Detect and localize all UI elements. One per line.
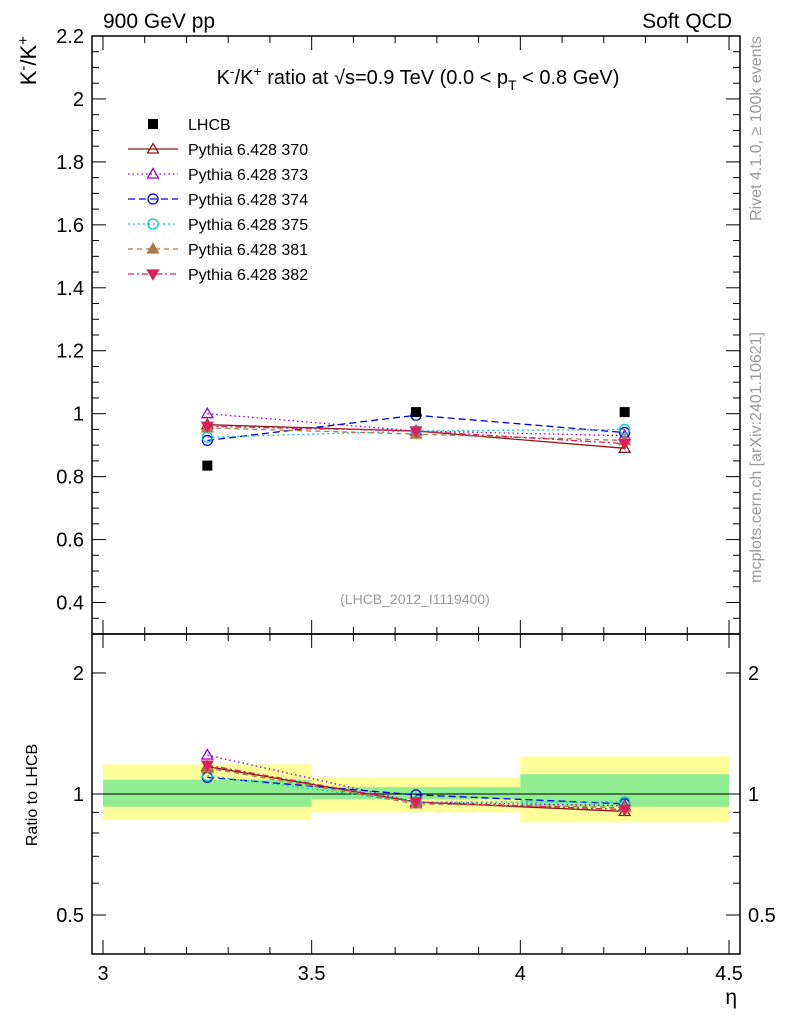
main-y-tick-label: 1.2 [56,341,84,363]
ratio-y-tick-label-right: 1 [748,784,759,806]
x-tick-label: 3 [97,963,108,985]
series-point [409,426,423,438]
ratio-y-axis-label: Ratio to LHCB [24,744,41,846]
series-point [618,441,632,453]
x-tick-label: 4 [515,963,526,985]
legend-label: Pythia 6.428 374 [188,192,308,209]
main-y-tick-label: 1.6 [56,215,84,237]
legend-marker [146,242,160,254]
legend-label: Pythia 6.428 382 [188,267,308,284]
x-tick-label: 4.5 [715,963,743,985]
axes: 0.4 0.6 0.8 1 1.2 1.4 1.6 1.8 2 2.2 3 3.5 4 4.5 0.5 0.5… [56,26,776,985]
main-y-tick-label: 1.4 [56,278,84,300]
legend-marker [147,218,159,230]
side-label-mcplots: mcplots.cern.ch [arXiv:2401.10621] [748,332,765,583]
legend: LHCB Pythia 6.428 370 Pythia 6.428 373 Pyth… [128,117,308,284]
data-point [411,407,421,418]
main-plot [200,406,632,471]
legend-label: Pythia 6.428 381 [188,242,308,259]
ratio-y-tick-label-right: 0.5 [748,905,776,927]
x-tick-label: 3.5 [298,963,326,985]
chart-title: K-/K+ ratio at √s=0.9 TeV (0.0 < pT < 0.… [217,63,620,93]
legend-marker [146,167,160,179]
ratio-series-point [200,748,214,760]
analysis-watermark: (LHCB_2012_I1119400) [340,591,490,607]
ratio-series-line [207,776,625,805]
ratio-series-point [200,760,214,772]
legend-label: Pythia 6.428 375 [188,217,308,234]
legend-marker [146,269,160,281]
ratio-band-inner [103,779,312,807]
main-y-tick-label: 2 [73,89,84,111]
data-point [619,407,630,418]
series-point [200,406,214,419]
main-y-tick-label: 1 [73,404,84,426]
ratio-y-tick-label-right: 2 [748,663,759,685]
legend-marker [147,193,159,205]
series-point [200,421,214,434]
ratio-y-tick-label: 0.5 [56,905,84,927]
legend-label: Pythia 6.428 373 [188,167,308,184]
ratio-plot [200,748,632,817]
data-point [202,460,213,471]
side-label-rivet: Rivet 4.1.0, ≥ 100k events [748,36,765,221]
header-right-label: Soft QCD [642,10,732,33]
main-y-tick-label: 0.6 [56,530,84,552]
ratio-series-point [409,797,423,809]
ratio-series-point [618,804,632,817]
series-point [201,434,213,447]
main-y-tick-label: 0.4 [56,593,84,615]
legend-label: Pythia 6.428 370 [188,142,308,159]
main-y-tick-label: 1.8 [56,152,84,174]
main-y-tick-label: 0.8 [56,467,84,489]
header-left-label: 900 GeV pp [103,10,215,33]
ratio-y-tick-label: 2 [73,663,84,685]
x-axis-label: η [725,986,737,1009]
legend-marker [146,142,160,154]
main-y-tick-label: 2.2 [56,26,84,48]
legend-marker-lhcb [148,119,158,129]
ratio-y-tick-label: 1 [73,784,84,806]
series-point [618,438,632,451]
legend-label-lhcb: LHCB [188,117,231,134]
y-axis-label: K-/K+ [15,36,41,85]
